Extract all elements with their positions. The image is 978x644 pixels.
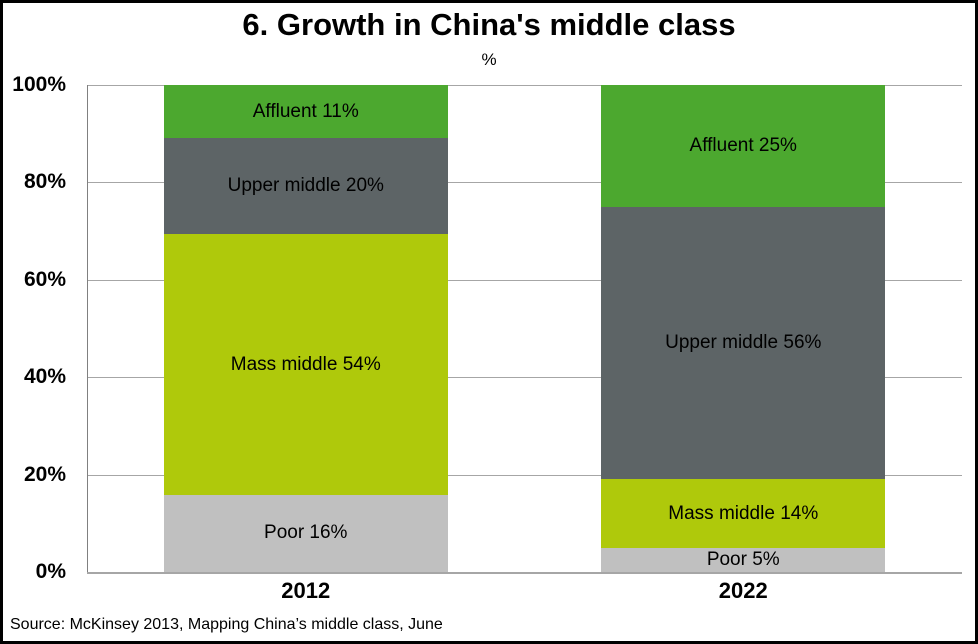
segment-upper_middle: Upper middle 20%	[163, 138, 448, 235]
segment-mass_middle: Mass middle 54%	[163, 234, 448, 495]
segment-label: Upper middle 56%	[665, 332, 822, 354]
segment-poor: Poor 5%	[601, 547, 886, 572]
y-tick-label: 20%	[23, 462, 66, 486]
plot-area: Affluent 11% Upper middle 20% Mass middle …	[87, 85, 962, 574]
source-note: Source: McKinsey 2013, Mapping China’s m…	[10, 616, 443, 633]
gridline	[87, 182, 962, 184]
y-axis-line	[87, 85, 88, 572]
gridline	[87, 474, 962, 476]
segment-label: Upper middle 20%	[227, 175, 384, 197]
segment-label: Mass middle 14%	[668, 502, 819, 524]
segment-upper_middle: Upper middle 56%	[601, 206, 886, 480]
segment-affluent: Affluent 11%	[163, 85, 448, 139]
segment-mass_middle: Mass middle 14%	[601, 479, 886, 548]
segment-label: Affluent 11%	[252, 100, 359, 122]
y-tick-label: 100%	[12, 73, 66, 96]
segment-label: Affluent 25%	[689, 134, 797, 156]
y-tick-label: 40%	[23, 365, 66, 389]
segment-label: Mass middle 54%	[230, 353, 381, 375]
chart-title: 6. Growth in China's middle class	[242, 7, 736, 42]
x-tick-label-2022: 2022	[718, 578, 768, 603]
segment-label: Poor 16%	[264, 522, 348, 544]
gridline	[87, 377, 962, 379]
gridline	[87, 279, 962, 281]
gridline	[87, 85, 962, 86]
segment-label: Poor 5%	[706, 548, 780, 570]
chart-subtitle: %	[481, 50, 497, 69]
y-tick-label: 80%	[23, 170, 66, 194]
gridline	[87, 572, 962, 574]
segment-poor: Poor 16%	[163, 494, 448, 573]
segment-affluent: Affluent 25%	[601, 85, 886, 207]
y-tick-label: 0%	[35, 560, 66, 583]
y-tick-label: 60%	[23, 267, 66, 291]
stacked-bar-2012: Affluent 11% Upper middle 20% Mass middle …	[163, 85, 448, 573]
x-tick-label-2012: 2012	[281, 578, 331, 603]
stacked-bar-2022: Affluent 25% Upper middle 56% Mass middle …	[601, 85, 886, 572]
